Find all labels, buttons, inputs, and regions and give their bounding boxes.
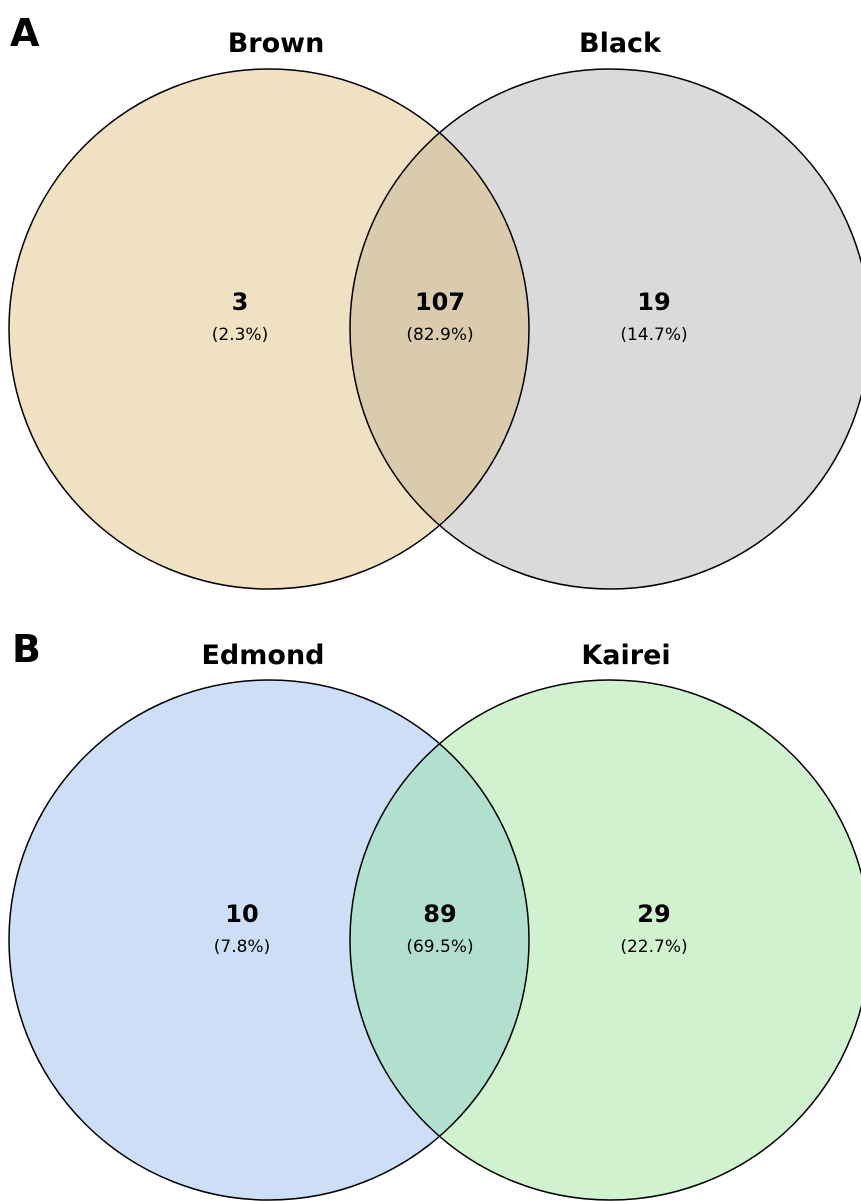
venn-intersection: [350, 680, 529, 1200]
set-title-right: Black: [579, 28, 662, 59]
left-only-count: 10: [225, 900, 258, 928]
venn-circle-right-outline: [349, 68, 861, 590]
left-only-percent: (2.3%): [212, 325, 268, 345]
panel-a: A Brown Black 3 (2.3%) 107 (82.9%) 19 (1…: [8, 11, 861, 590]
right-only-percent: (22.7%): [620, 937, 687, 957]
set-title-left: Edmond: [201, 640, 324, 671]
intersection-count: 89: [423, 900, 456, 928]
venn-circle-right-outline: [349, 679, 861, 1201]
right-only-count: 19: [637, 288, 670, 316]
set-title-left: Brown: [228, 28, 325, 59]
intersection-percent: (69.5%): [406, 937, 473, 957]
venn-circle-left-outline: [8, 68, 530, 590]
panel-label: B: [12, 627, 41, 671]
set-title-right: Kairei: [581, 640, 670, 671]
right-only-count: 29: [637, 900, 670, 928]
panel-label: A: [10, 11, 40, 55]
left-only-count: 3: [232, 288, 249, 316]
venn-circle-left-outline: [8, 679, 530, 1201]
panel-b: B Edmond Kairei 10 (7.8%) 89 (69.5%) 29 …: [8, 627, 861, 1201]
intersection-count: 107: [415, 288, 465, 316]
venn-intersection: [350, 69, 529, 589]
right-only-percent: (14.7%): [620, 325, 687, 345]
left-only-percent: (7.8%): [214, 937, 270, 957]
intersection-percent: (82.9%): [406, 325, 473, 345]
